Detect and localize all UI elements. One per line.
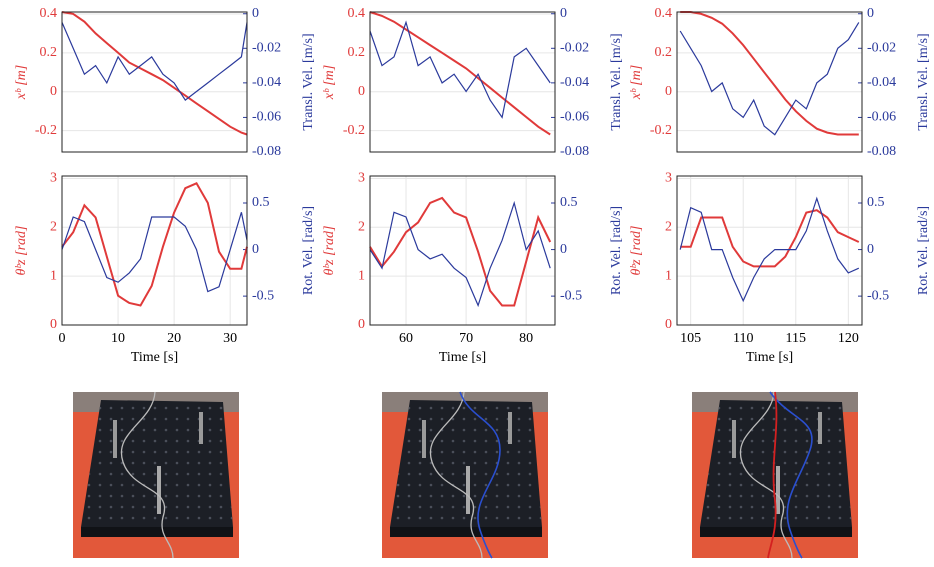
y2-tick-label: -0.04: [560, 75, 589, 90]
series-line: [61, 22, 248, 101]
x-tick-label: 30: [223, 331, 237, 346]
x-axis-label: Time [s]: [439, 350, 486, 365]
y2-tick-label: 0: [252, 242, 259, 257]
series-line: [61, 11, 248, 136]
y-tick-label: 0: [358, 317, 365, 332]
series-line: [679, 22, 860, 136]
y-tick-label: 0: [50, 84, 57, 99]
y2-tick-label: -0.5: [560, 288, 582, 303]
x-tick-label: 105: [680, 331, 701, 346]
y2-tick-label: 0.5: [867, 195, 885, 210]
y2-tick-label: -0.02: [252, 41, 281, 56]
y2-tick-label: -0.06: [252, 110, 281, 125]
y2-tick-label: -0.04: [252, 75, 281, 90]
x-tick-label: 10: [111, 331, 125, 346]
y2-tick-label: -0.06: [560, 110, 589, 125]
y2-tick-label: 0: [867, 242, 874, 257]
y-tick-label: 2: [358, 220, 365, 235]
y2-tick-label: -0.08: [867, 144, 896, 159]
photo-3: [691, 391, 859, 559]
y-tick-label: 3: [50, 171, 57, 186]
y-axis-label: θᵇz [rad]: [322, 226, 337, 276]
x-tick-label: 20: [167, 331, 181, 346]
y2-tick-label: -0.04: [867, 75, 896, 90]
y2-axis-label: Rot. Vel. [rad/s]: [301, 206, 316, 295]
y2-tick-label: -0.02: [867, 41, 896, 56]
series-line: [61, 182, 248, 307]
y2-axis-label: Rot. Vel. [rad/s]: [609, 206, 624, 295]
series-line: [679, 196, 860, 303]
y2-tick-label: 0: [560, 6, 567, 21]
y2-tick-label: -0.08: [560, 144, 589, 159]
y2-axis-label: Transl. Vel. [m/s]: [916, 33, 931, 130]
y-tick-label: 0: [665, 317, 672, 332]
y-tick-label: 0.2: [40, 45, 58, 60]
y-axis-label: xᵇ [m]: [14, 65, 29, 101]
plot-frame: [369, 175, 556, 326]
y2-axis-label: Transl. Vel. [m/s]: [301, 33, 316, 130]
y2-tick-label: 0.5: [560, 195, 578, 210]
x-axis-label: Time [s]: [131, 350, 178, 365]
y-axis-label: θᵇz [rad]: [629, 226, 644, 276]
plot-frame: [676, 175, 863, 326]
x-axis-label: Time [s]: [746, 350, 793, 365]
y-tick-label: 3: [665, 171, 672, 186]
series-line: [369, 200, 551, 308]
x-tick-label: 70: [459, 331, 473, 346]
y-tick-label: 0.2: [655, 45, 673, 60]
series-line: [369, 196, 552, 307]
x-tick-label: 60: [399, 331, 413, 346]
plot-frame: [676, 11, 863, 153]
y2-tick-label: -0.06: [867, 110, 896, 125]
y-tick-label: 2: [50, 220, 57, 235]
x-tick-label: 80: [519, 331, 533, 346]
y2-tick-label: 0.5: [252, 195, 270, 210]
plot-frame: [369, 11, 556, 153]
x-tick-label: 110: [733, 331, 753, 346]
series-line: [680, 11, 859, 136]
y2-tick-label: -0.08: [252, 144, 281, 159]
y-tick-label: 1: [358, 268, 365, 283]
series-line: [680, 209, 860, 268]
y-tick-label: 0: [50, 317, 57, 332]
series-line: [61, 212, 248, 293]
y-tick-label: -0.2: [35, 123, 57, 138]
y-axis-label: xᵇ [m]: [629, 65, 644, 101]
y-tick-label: 2: [665, 220, 672, 235]
y-tick-label: 0.2: [348, 45, 366, 60]
y2-axis-label: Rot. Vel. [rad/s]: [916, 206, 931, 295]
plot-frame: [61, 11, 248, 153]
y-tick-label: 1: [50, 268, 57, 283]
y-tick-label: -0.2: [343, 123, 365, 138]
y2-tick-label: 0: [252, 6, 259, 21]
photo-1: [72, 391, 240, 559]
x-tick-label: 120: [838, 331, 859, 346]
x-tick-label: 0: [59, 331, 66, 346]
y2-tick-label: -0.02: [560, 41, 589, 56]
y2-tick-label: -0.5: [867, 288, 889, 303]
y-tick-label: 0: [665, 84, 672, 99]
y-tick-label: 0.4: [40, 6, 58, 21]
photo-2: [381, 391, 549, 559]
x-tick-label: 115: [786, 331, 806, 346]
y-tick-label: 0.4: [655, 6, 673, 21]
y2-tick-label: 0: [560, 242, 567, 257]
y-tick-label: 3: [358, 171, 365, 186]
y-tick-label: 0.4: [348, 6, 366, 21]
series-line: [369, 11, 551, 136]
series-line: [369, 20, 551, 119]
y2-tick-label: -0.5: [252, 288, 274, 303]
y-tick-label: 0: [358, 84, 365, 99]
y-tick-label: -0.2: [650, 123, 672, 138]
y2-axis-label: Transl. Vel. [m/s]: [609, 33, 624, 130]
y2-tick-label: 0: [867, 6, 874, 21]
plot-frame: [61, 175, 248, 326]
y-axis-label: xᵇ [m]: [322, 65, 337, 101]
y-axis-label: θᵇz [rad]: [14, 226, 29, 276]
y-tick-label: 1: [665, 268, 672, 283]
